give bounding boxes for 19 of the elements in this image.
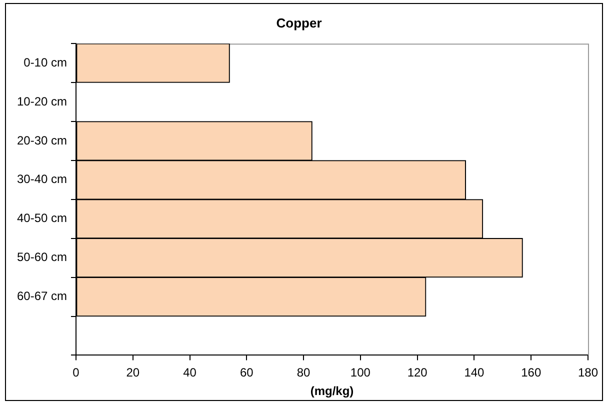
x-tick-label: 160 [521, 366, 542, 380]
x-tick-label: 20 [126, 366, 140, 380]
x-tick-label: 40 [183, 366, 197, 380]
x-tick-label: 140 [464, 366, 485, 380]
x-tick-label: 180 [578, 366, 598, 380]
y-tick-label: 20-30 cm [16, 133, 67, 148]
x-axis-title: (mg/kg) [310, 384, 354, 398]
y-tick-label: 10-20 cm [16, 94, 67, 108]
x-tick-label: 80 [296, 366, 311, 380]
y-tick-label: 40-50 cm [16, 211, 67, 226]
y-tick-label: 30-40 cm [16, 172, 67, 186]
y-tick-label: 60-67 cm [16, 289, 67, 304]
x-tick-label: 100 [350, 366, 371, 380]
chart-title: Copper [276, 15, 322, 30]
x-tick-label: 60 [240, 366, 254, 380]
x-tick-label: 120 [407, 366, 428, 380]
y-tick-label: 0-10 cm [24, 55, 67, 70]
x-tick-label: 0 [72, 366, 80, 380]
y-tick-label: 50-60 cm [16, 250, 67, 264]
